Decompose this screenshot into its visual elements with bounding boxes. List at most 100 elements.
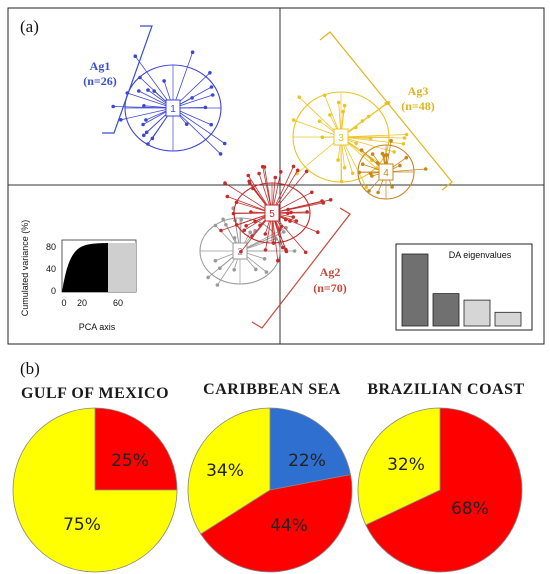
da-bar-2 xyxy=(432,293,460,327)
cluster-plot: 21345 xyxy=(111,50,428,287)
cluster-1-point xyxy=(210,93,215,97)
cluster-2-point xyxy=(292,249,297,253)
pie-1-slice-2 xyxy=(12,407,178,573)
pca-ytick-0: 0 xyxy=(51,286,56,296)
cluster-4-point xyxy=(360,162,365,166)
pie-3-slice-1-label: 68% xyxy=(451,499,489,519)
cluster-5-point xyxy=(289,210,293,215)
pie-1-slice-1 xyxy=(94,407,178,491)
cluster-3-point xyxy=(336,100,341,105)
da-bars xyxy=(401,253,522,327)
pca-cumulative-area xyxy=(62,243,108,292)
cluster-1-point xyxy=(222,141,227,146)
ag2-bracket xyxy=(251,207,351,329)
cluster-1-point xyxy=(119,118,123,122)
cluster-1-ray xyxy=(172,107,225,144)
cluster-5-point xyxy=(284,247,288,252)
cluster-1-ray xyxy=(127,92,174,109)
cluster-1-label-box xyxy=(165,99,181,117)
cluster-5-label: 5 xyxy=(269,209,275,220)
cluster-3-point xyxy=(336,158,340,162)
cluster-3-point xyxy=(404,132,409,137)
cluster-1-ray xyxy=(172,52,193,109)
cluster-3-point xyxy=(339,179,344,184)
cluster-2-point xyxy=(254,267,258,272)
cluster-1-point xyxy=(133,54,138,58)
cluster-5-point xyxy=(316,230,320,234)
ag2-name: Ag2 xyxy=(320,265,341,279)
cluster-5-point xyxy=(304,169,309,174)
cluster-5-ray xyxy=(224,182,273,214)
ag1-bracket xyxy=(102,25,153,134)
cluster-3-point xyxy=(392,150,397,154)
cluster-5-point xyxy=(279,225,284,229)
cluster-1-point xyxy=(152,89,156,93)
cluster-1-point xyxy=(142,104,146,108)
cluster-3-ray xyxy=(340,134,407,138)
cluster-1-point xyxy=(162,79,166,83)
ag1-count: (n=26) xyxy=(83,74,117,88)
cluster-1-point xyxy=(144,118,148,122)
cluster-5-ray xyxy=(271,200,323,214)
pca-inset: 80 40 0 0 20 60 PCA axis Cumulated varia… xyxy=(18,218,144,336)
pie-2-slice-3-label: 34% xyxy=(206,461,244,481)
cluster-1-point xyxy=(209,85,214,89)
panel-b-tag: (b) xyxy=(20,359,40,378)
pca-xtick-60: 60 xyxy=(113,298,123,308)
ag1-name: Ag1 xyxy=(90,59,111,73)
cluster-4-label: 4 xyxy=(383,168,389,179)
cluster-5-point xyxy=(328,198,333,202)
pca-xlabel: PCA axis xyxy=(79,322,116,332)
pca-xtick-0: 0 xyxy=(61,298,66,308)
cluster-4-point xyxy=(370,174,374,178)
da-inset-title: DA eigenvalues xyxy=(449,250,512,260)
cluster-1-point xyxy=(208,71,212,75)
cluster-3-point xyxy=(342,165,347,170)
cluster-4-point xyxy=(398,163,402,168)
cluster-2-point xyxy=(264,270,269,274)
cluster-2-point xyxy=(282,230,286,234)
cluster-1-point xyxy=(150,136,155,141)
cluster-3-point xyxy=(401,142,406,146)
pie-title-brazil: BRAZILIAN COAST xyxy=(367,381,524,398)
cluster-5-point xyxy=(295,168,300,173)
ag3-name: Ag3 xyxy=(408,84,429,98)
cluster-4-label-box xyxy=(378,163,394,181)
ag3-count: (n=48) xyxy=(401,99,435,113)
cluster-2-point xyxy=(206,275,210,280)
da-bar-3 xyxy=(463,299,491,327)
pie-1-slice-1-label: 25% xyxy=(111,451,149,471)
cluster-1-point xyxy=(218,152,223,156)
ag3-bracket xyxy=(319,31,453,191)
cluster-1-ray xyxy=(134,55,174,109)
da-eigenvalues-inset: DA eigenvalues xyxy=(395,243,533,331)
cluster-3-label-box xyxy=(333,128,349,146)
cluster-5-point xyxy=(279,170,283,174)
cluster-5-point xyxy=(223,181,227,185)
cluster-3-point xyxy=(328,113,332,117)
pie-3-slice-2-label: 32% xyxy=(387,455,425,475)
cluster-3-ray xyxy=(340,136,404,145)
cluster-2-point xyxy=(248,230,252,235)
cluster-3-point xyxy=(366,114,371,119)
pie-2-slice-2 xyxy=(200,474,353,573)
cluster-4-point xyxy=(380,151,385,156)
cluster-5-point xyxy=(273,175,278,180)
cluster-5-label-box xyxy=(264,204,280,222)
cluster-4-point xyxy=(389,139,393,143)
pca-xtick-20: 20 xyxy=(77,298,87,308)
cluster-2-point xyxy=(262,257,267,261)
cluster-5-point xyxy=(239,249,243,254)
cluster-5-point xyxy=(247,179,251,184)
cluster-3-point xyxy=(317,119,322,123)
cluster-1-point xyxy=(111,104,115,109)
pie-2-slice-3 xyxy=(187,407,271,535)
cluster-5-point xyxy=(263,232,268,236)
panel-a-tag: (a) xyxy=(20,17,39,36)
cluster-3-ray xyxy=(340,136,395,153)
cluster-3-ray xyxy=(293,119,342,138)
cluster-5-point xyxy=(310,190,314,195)
pie-3-slice-1 xyxy=(365,407,523,573)
cluster-3-point xyxy=(341,109,346,114)
cluster-1-point xyxy=(142,133,146,138)
